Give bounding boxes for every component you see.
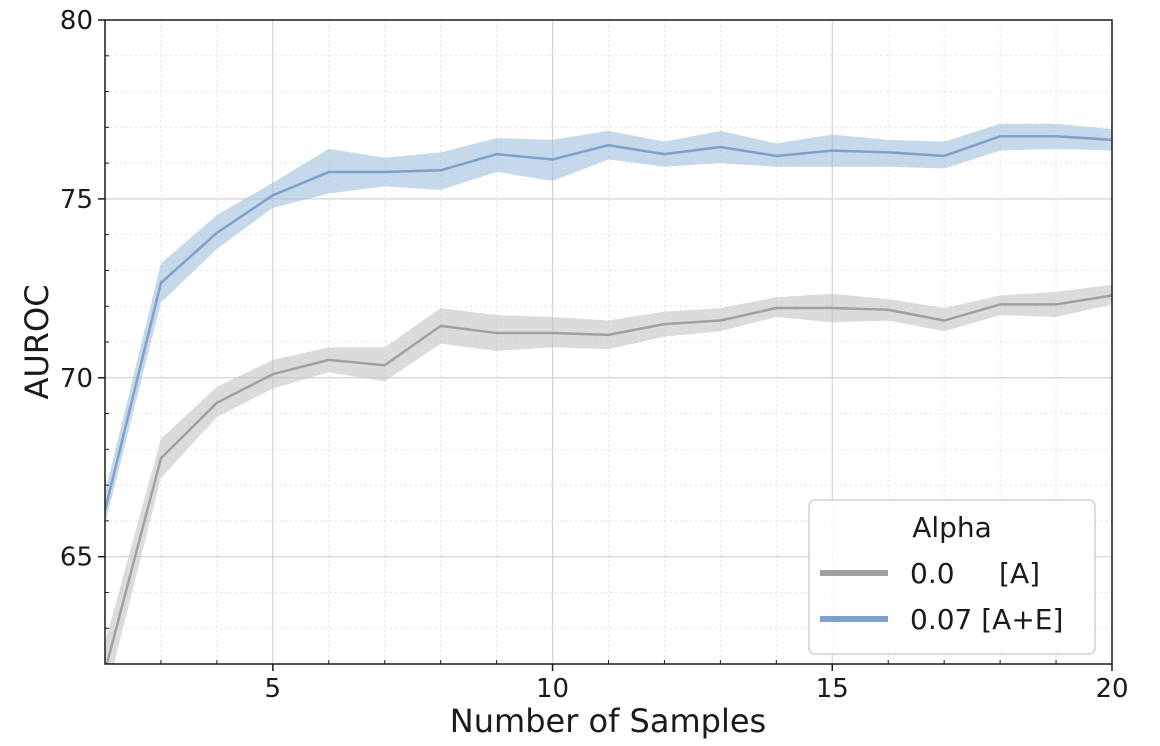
legend-title: Alpha	[912, 511, 992, 544]
x-axis-ticks: 5 10 15 20	[160, 660, 1129, 704]
x-tick-label: 15	[816, 674, 849, 704]
y-tick-label: 75	[60, 185, 93, 215]
legend: Alpha 0.0 [A] 0.07 [A+E]	[808, 499, 1096, 655]
y-tick-label: 65	[60, 543, 93, 573]
y-axis-title: AUROC	[18, 284, 56, 399]
y-tick-label: 70	[60, 364, 93, 394]
x-tick-label: 5	[265, 674, 282, 704]
y-axis-ticks: 65 70 75 80	[60, 6, 109, 665]
x-tick-label: 10	[536, 674, 569, 704]
x-tick-label: 20	[1095, 674, 1128, 704]
line-series-0	[105, 294, 1112, 664]
y-tick-label: 80	[60, 6, 93, 36]
legend-box	[808, 499, 1096, 655]
line-series-1	[105, 135, 1112, 511]
x-axis-title: Number of Samples	[450, 702, 766, 740]
series-lines	[105, 135, 1112, 664]
legend-label-alpha-0-07: 0.07 [A+E]	[910, 603, 1063, 636]
legend-label-alpha-0: 0.0 [A]	[910, 557, 1040, 590]
